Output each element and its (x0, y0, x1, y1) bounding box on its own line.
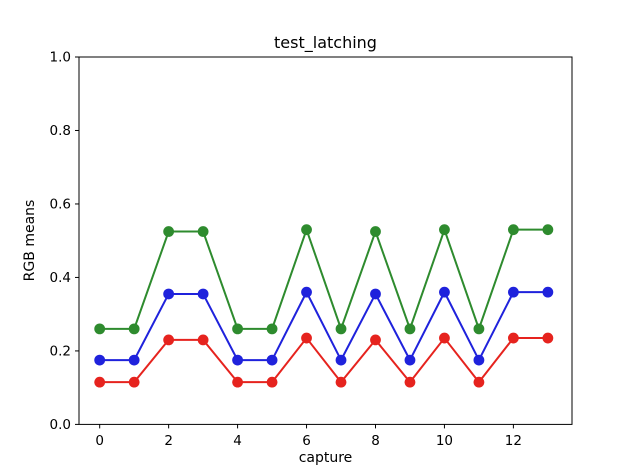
y-tick-label: 0.0 (50, 417, 71, 433)
marker-red-channel-5 (266, 376, 278, 388)
marker-blue-channel-12 (507, 286, 519, 298)
y-tick-label: 1.0 (50, 50, 71, 66)
marker-green-channel-1 (128, 323, 140, 335)
y-tick-label: 0.4 (50, 270, 71, 286)
marker-green-channel-7 (335, 323, 347, 335)
marker-green-channel-5 (266, 323, 278, 335)
marker-red-channel-4 (232, 376, 243, 388)
marker-green-channel-9 (404, 323, 416, 335)
marker-green-channel-11 (473, 323, 485, 335)
marker-green-channel-10 (439, 224, 450, 236)
series-line-blue-channel (98, 291, 549, 362)
marker-red-channel-8 (370, 334, 381, 346)
marker-blue-channel-4 (232, 354, 243, 366)
marker-red-channel-13 (542, 332, 554, 344)
marker-red-channel-6 (301, 332, 312, 344)
marker-red-channel-1 (128, 376, 140, 388)
marker-blue-channel-8 (370, 288, 381, 300)
x-tick-label: 10 (436, 433, 453, 449)
marker-red-channel-2 (163, 334, 175, 346)
marker-red-channel-11 (473, 376, 485, 388)
y-tick-label: 0.6 (50, 197, 71, 213)
marker-green-channel-4 (232, 323, 243, 335)
marker-green-channel-0 (94, 323, 106, 335)
marker-green-channel-6 (301, 224, 312, 236)
x-tick-label: 6 (302, 433, 311, 449)
marker-red-channel-12 (507, 332, 519, 344)
series-line-green-channel (98, 228, 549, 330)
marker-blue-channel-7 (335, 354, 347, 366)
plot-border (78, 56, 573, 425)
x-tick-label: 4 (233, 433, 242, 449)
marker-blue-channel-2 (163, 288, 175, 300)
y-tick-label: 0.2 (50, 344, 71, 360)
marker-blue-channel-3 (197, 288, 209, 300)
marker-blue-channel-13 (542, 286, 554, 298)
marker-green-channel-3 (197, 226, 209, 237)
marker-green-channel-8 (370, 226, 381, 237)
marker-blue-channel-1 (128, 354, 140, 366)
marker-blue-channel-10 (439, 286, 450, 298)
y-axis-label: RGB means (22, 200, 38, 282)
marker-red-channel-0 (94, 376, 106, 388)
marker-blue-channel-11 (473, 354, 485, 366)
marker-green-channel-2 (163, 226, 175, 237)
marker-blue-channel-9 (404, 354, 416, 366)
x-tick-label: 12 (505, 433, 522, 449)
marker-blue-channel-5 (266, 354, 278, 366)
x-tick-label: 8 (371, 433, 380, 449)
marker-red-channel-3 (197, 334, 209, 346)
x-tick-label: 2 (164, 433, 173, 449)
marker-blue-channel-6 (301, 286, 312, 298)
chart-title: test_latching (274, 33, 377, 53)
marker-green-channel-13 (542, 224, 554, 236)
x-axis-label: capture (299, 450, 353, 466)
marker-blue-channel-0 (94, 354, 106, 366)
marker-green-channel-12 (507, 224, 519, 236)
y-tick-label: 0.8 (50, 123, 71, 139)
series-line-red-channel (98, 337, 549, 384)
ticks-layer: 0.0 0.2 0.4 0.6 0.8 1.0 0 2 4 6 8 10 12 (50, 50, 522, 449)
marker-red-channel-10 (439, 332, 450, 344)
series-layer (94, 224, 554, 388)
marker-red-channel-7 (335, 376, 347, 388)
x-tick-label: 0 (95, 433, 104, 449)
marker-red-channel-9 (404, 376, 416, 388)
